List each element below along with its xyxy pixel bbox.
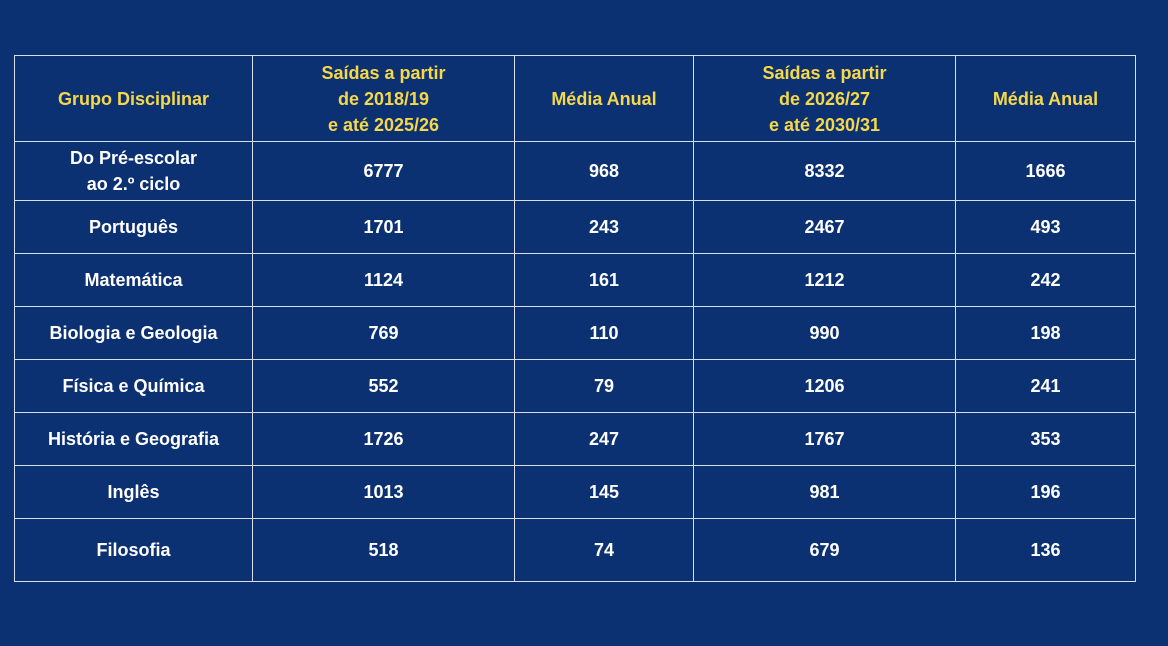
header-text: e até 2025/26 — [327, 114, 440, 135]
cell-saidas-2: 1767 — [693, 412, 956, 466]
cell-media-1: 161 — [514, 253, 694, 307]
cell-grupo: História e Geografia — [14, 412, 253, 466]
header-text: Saídas a partir — [762, 62, 887, 83]
cell-saidas-2: 679 — [693, 518, 956, 582]
header-row: Grupo Disciplinar Saídas a partir de 201… — [14, 55, 1136, 142]
cell-media-2: 1666 — [955, 141, 1136, 201]
cell-saidas-1: 552 — [252, 359, 515, 413]
header-text: Média Anual — [992, 88, 1099, 109]
cell-saidas-2: 990 — [693, 306, 956, 360]
header-text: Grupo Disciplinar — [57, 88, 210, 109]
cell-media-2: 353 — [955, 412, 1136, 466]
cell-grupo: Física e Química — [14, 359, 253, 413]
cell-media-2: 241 — [955, 359, 1136, 413]
table-row: Português 1701 243 2467 493 — [14, 200, 1136, 254]
table-row: Do Pré-escolar ao 2.º ciclo 6777 968 833… — [14, 141, 1136, 201]
table-row: História e Geografia 1726 247 1767 353 — [14, 412, 1136, 466]
header-media-anual-1: Média Anual — [514, 55, 694, 142]
table-row: Biologia e Geologia 769 110 990 198 — [14, 306, 1136, 360]
header-text: Saídas a partir — [321, 62, 446, 83]
cell-saidas-2: 2467 — [693, 200, 956, 254]
cell-media-1: 79 — [514, 359, 694, 413]
cell-media-1: 145 — [514, 465, 694, 519]
header-text: e até 2030/31 — [768, 114, 881, 135]
cell-saidas-1: 1124 — [252, 253, 515, 307]
cell-text: Do Pré-escolar — [69, 148, 198, 168]
cell-text: ao 2.º ciclo — [86, 174, 181, 194]
cell-media-2: 136 — [955, 518, 1136, 582]
cell-saidas-1: 1726 — [252, 412, 515, 466]
cell-saidas-1: 518 — [252, 518, 515, 582]
table-header: Grupo Disciplinar Saídas a partir de 201… — [14, 55, 1136, 142]
cell-grupo: Biologia e Geologia — [14, 306, 253, 360]
header-text: de 2018/19 — [337, 88, 430, 109]
cell-media-1: 74 — [514, 518, 694, 582]
cell-media-1: 243 — [514, 200, 694, 254]
header-saidas-2026-2030: Saídas a partir de 2026/27 e até 2030/31 — [693, 55, 956, 142]
cell-saidas-2: 981 — [693, 465, 956, 519]
data-table: Grupo Disciplinar Saídas a partir de 201… — [14, 55, 1136, 582]
cell-media-1: 110 — [514, 306, 694, 360]
cell-media-2: 493 — [955, 200, 1136, 254]
cell-grupo: Inglês — [14, 465, 253, 519]
header-media-anual-2: Média Anual — [955, 55, 1136, 142]
table-row: Matemática 1124 161 1212 242 — [14, 253, 1136, 307]
cell-media-1: 968 — [514, 141, 694, 201]
table-body: Do Pré-escolar ao 2.º ciclo 6777 968 833… — [14, 141, 1136, 582]
cell-grupo: Filosofia — [14, 518, 253, 582]
header-grupo-disciplinar: Grupo Disciplinar — [14, 55, 253, 142]
cell-saidas-2: 1212 — [693, 253, 956, 307]
cell-media-2: 196 — [955, 465, 1136, 519]
table-row: Filosofia 518 74 679 136 — [14, 518, 1136, 582]
cell-saidas-1: 1701 — [252, 200, 515, 254]
data-table-container: Grupo Disciplinar Saídas a partir de 201… — [14, 55, 1136, 582]
cell-grupo: Do Pré-escolar ao 2.º ciclo — [14, 141, 253, 201]
cell-media-1: 247 — [514, 412, 694, 466]
cell-saidas-2: 8332 — [693, 141, 956, 201]
cell-media-2: 242 — [955, 253, 1136, 307]
header-text: Média Anual — [551, 88, 657, 109]
cell-grupo: Matemática — [14, 253, 253, 307]
cell-saidas-1: 769 — [252, 306, 515, 360]
cell-grupo: Português — [14, 200, 253, 254]
cell-saidas-1: 1013 — [252, 465, 515, 519]
header-saidas-2018-2025: Saídas a partir de 2018/19 e até 2025/26 — [252, 55, 515, 142]
cell-saidas-1: 6777 — [252, 141, 515, 201]
cell-saidas-2: 1206 — [693, 359, 956, 413]
table-row: Inglês 1013 145 981 196 — [14, 465, 1136, 519]
table-row: Física e Química 552 79 1206 241 — [14, 359, 1136, 413]
cell-media-2: 198 — [955, 306, 1136, 360]
header-text: de 2026/27 — [778, 88, 871, 109]
